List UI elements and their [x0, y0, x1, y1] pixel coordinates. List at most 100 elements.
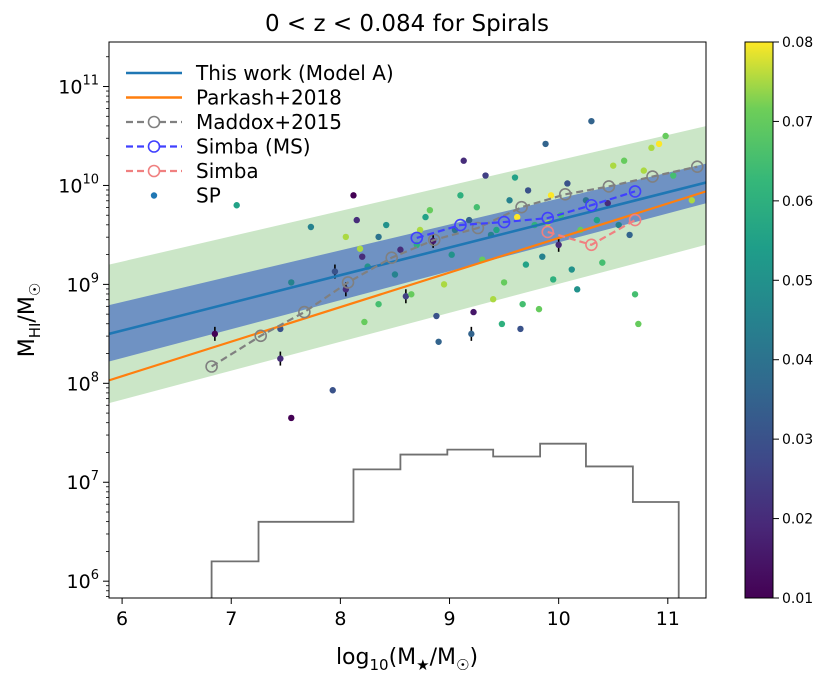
sp-point: [555, 241, 562, 249]
sp-point: [564, 180, 571, 187]
legend-label: Simba: [196, 159, 259, 183]
sp-point: [473, 204, 481, 211]
sp-point: [356, 245, 364, 252]
sp-point: [511, 174, 519, 181]
sp-point: [375, 233, 382, 241]
x-tick-label: 6: [116, 608, 128, 630]
sp-point: [468, 330, 475, 338]
sp-point: [493, 226, 500, 234]
sp-point: [331, 268, 339, 275]
sp-point: [610, 162, 617, 169]
sp-point: [361, 318, 368, 326]
y-tick-label: 1011: [58, 74, 99, 99]
sp-point: [375, 300, 382, 308]
legend-circle-marker: [147, 115, 161, 129]
sp-point: [329, 387, 336, 394]
sp-point: [568, 266, 575, 273]
sp-point: [359, 253, 366, 260]
sp-point: [288, 279, 295, 286]
sp-point: [457, 192, 464, 199]
legend-label: Simba (MS): [196, 135, 311, 159]
sp-point: [517, 325, 524, 333]
sp-point: [422, 213, 429, 221]
colorbar-tick-label: 0.08: [782, 35, 813, 51]
legend-circle-marker: [147, 164, 161, 178]
sp-point: [402, 293, 410, 300]
simba-marker: [628, 213, 642, 227]
maddox-2015-marker: [602, 180, 616, 193]
y-tick-label: 108: [67, 370, 99, 395]
y-axis-label: MHI/M☉: [15, 283, 44, 358]
model-a-line: [109, 181, 706, 336]
model-a-confidence-band: [109, 163, 706, 362]
colorbar-tick-label: 0.03: [782, 432, 813, 448]
sp-point: [353, 216, 360, 224]
x-tick-label: 8: [334, 608, 346, 630]
sp-point: [640, 167, 647, 174]
sp-point: [342, 233, 350, 241]
sp-point: [383, 221, 390, 229]
sp-point: [288, 414, 295, 422]
x-tick-label: 11: [656, 608, 680, 630]
sp-point: [535, 305, 543, 313]
sp-point: [635, 320, 642, 328]
sp-point: [460, 157, 467, 164]
sp-point: [433, 312, 440, 320]
simba-marker: [585, 238, 598, 252]
maddox-2015-marker: [471, 221, 485, 235]
sp-point: [524, 187, 532, 194]
sp-point: [489, 296, 497, 303]
maddox-2015-marker: [205, 360, 218, 373]
sp-point: [631, 291, 639, 298]
colorbar-tick-label: 0.01: [782, 591, 813, 607]
sp-point: [550, 276, 557, 283]
sp-point: [662, 132, 669, 140]
sp-point: [408, 291, 415, 298]
sp-point: [522, 261, 530, 268]
sp-point: [307, 223, 315, 231]
legend-circle-marker: [147, 140, 161, 153]
legend: This work (Model A)Parkash+2018Maddox+20…: [126, 61, 394, 208]
x-axis-label: log10(M★/M☉): [336, 645, 478, 674]
sp-point: [574, 286, 581, 293]
maddox-2015-marker: [341, 276, 355, 289]
legend-label: Maddox+2015: [196, 110, 342, 134]
legend-label: Parkash+2018: [196, 86, 342, 110]
sp-point: [482, 172, 489, 179]
sp-point: [513, 213, 521, 221]
colorbar-tick-label: 0.07: [782, 114, 813, 130]
plot-frame: [108, 41, 707, 599]
simba-ms-marker: [410, 231, 424, 245]
y-tick-label: 107: [67, 469, 99, 494]
maddox-2015-line: [211, 165, 698, 368]
colorbar-tick-label: 0.02: [782, 512, 813, 528]
legend-label: SP: [196, 184, 221, 208]
simba-ms-marker: [628, 185, 642, 198]
simba-ms-line: [416, 190, 636, 239]
sp-point: [500, 279, 508, 286]
sp-point: [233, 202, 240, 209]
simba-line: [547, 219, 636, 246]
sp-point: [588, 117, 595, 125]
sp-point: [599, 259, 606, 266]
x-tick-label: 9: [443, 608, 455, 630]
sp-point: [648, 144, 655, 152]
sp-point: [277, 355, 284, 362]
sp-point: [688, 197, 696, 204]
x-tick-label: 10: [547, 608, 571, 630]
sp-point: [670, 172, 677, 179]
colorbar-tick-label: 0.06: [782, 194, 813, 210]
y-tick-label: 109: [67, 271, 99, 296]
sp-point: [211, 330, 219, 338]
sp-point: [620, 157, 628, 164]
legend-dot-swatch: [150, 192, 158, 199]
sp-point: [519, 300, 526, 308]
simba-marker: [541, 225, 555, 239]
chart-title: 0 < z < 0.084 for Spirals: [265, 11, 549, 37]
simba-ms-marker: [497, 215, 511, 229]
sp-point: [626, 231, 633, 239]
sp-point: [440, 281, 448, 288]
simba-ms-marker: [585, 198, 598, 212]
maddox-2015-marker: [254, 329, 268, 343]
sp-point: [470, 308, 477, 316]
